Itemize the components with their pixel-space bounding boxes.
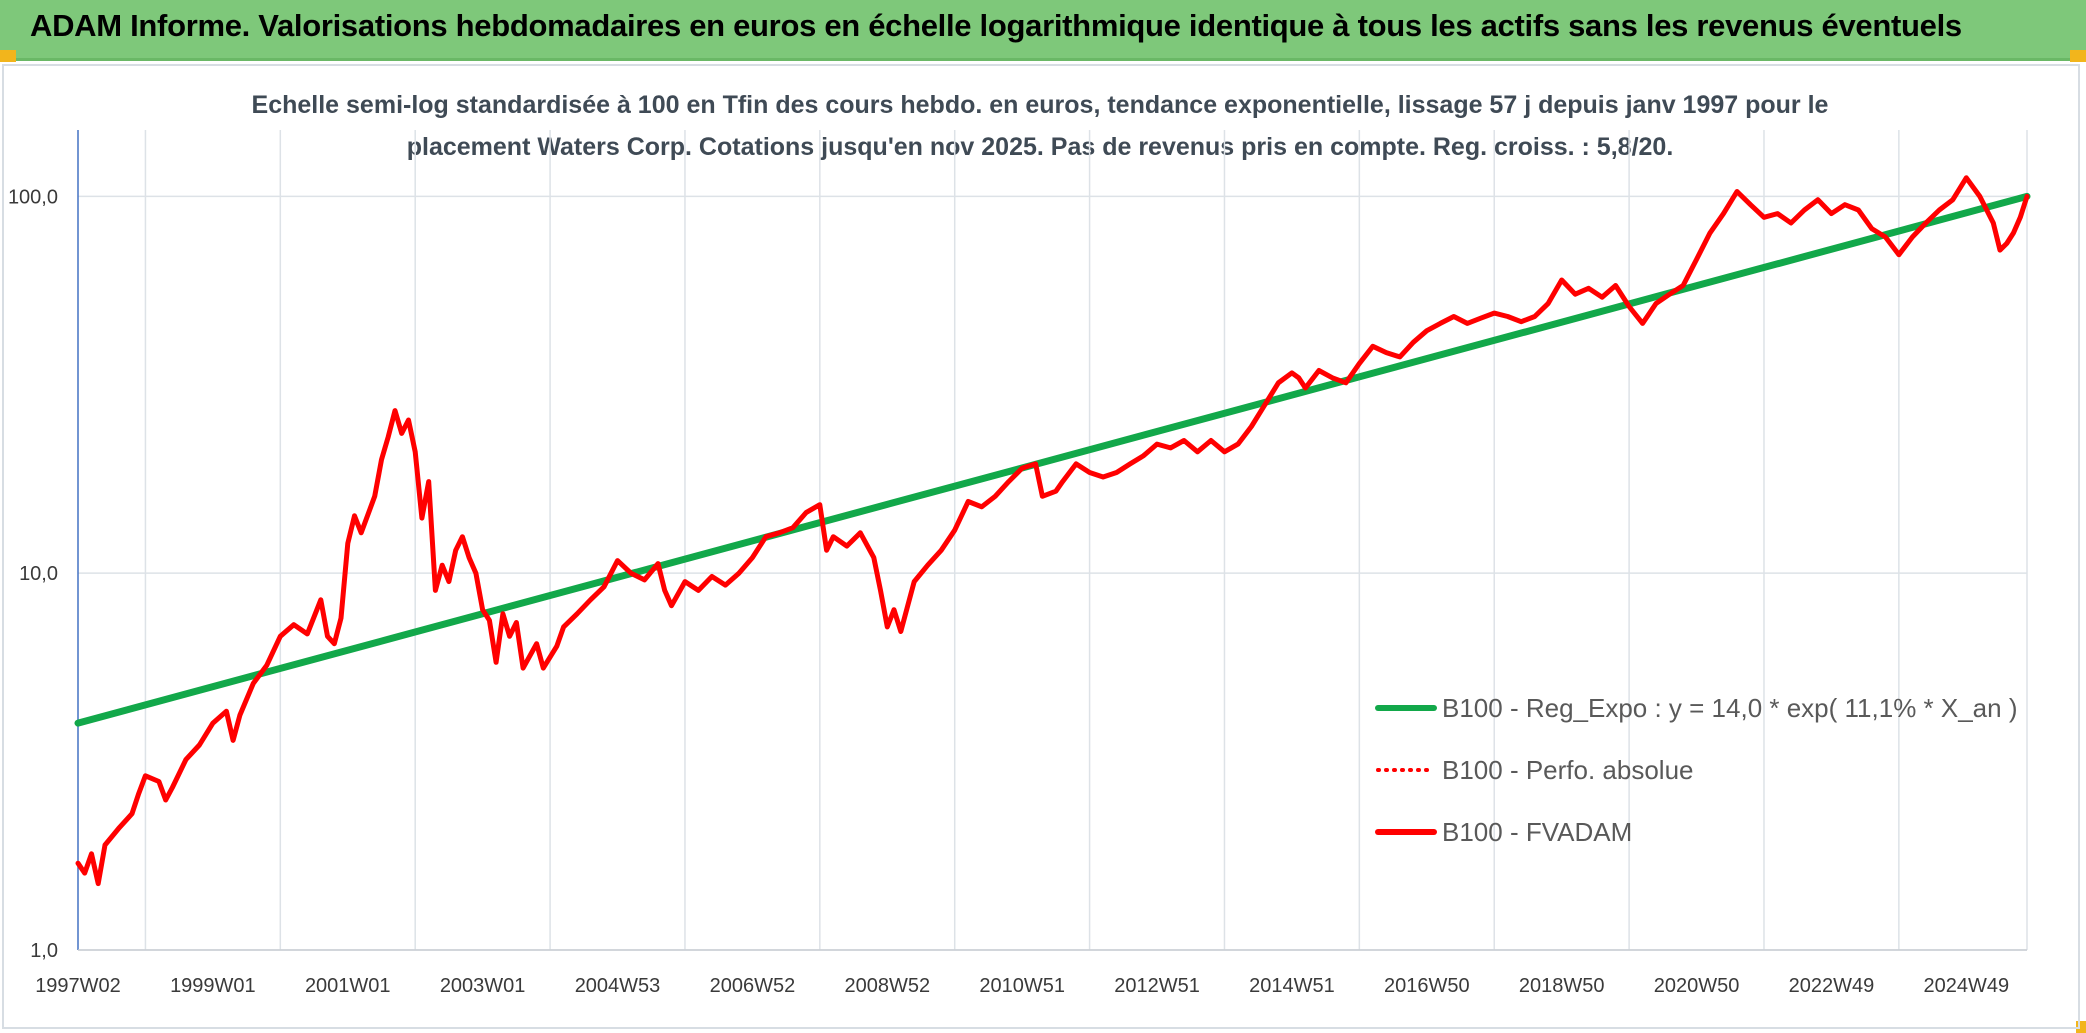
legend-entry: B100 - Reg_Expo : y = 14,0 * exp( 11,1% … xyxy=(1442,693,2017,723)
series-lines xyxy=(74,175,2031,887)
x-tick-label: 2018W50 xyxy=(1519,975,1605,997)
axes: 1,0 10,0 100,0 1997W02 1999W01 2001W01 2003W01… xyxy=(8,130,2027,997)
x-tick-label: 2006W52 xyxy=(710,975,796,997)
gridlines xyxy=(78,130,2028,951)
x-tick-label: 2016W50 xyxy=(1384,975,1470,997)
y-tick-label: 10,0 xyxy=(19,563,58,585)
chart-frame xyxy=(2,64,2080,1029)
x-tick-label: 2003W01 xyxy=(440,975,526,997)
chart-subtitle-line-1: Echelle semi-log standardisée à 100 en T… xyxy=(251,91,1829,119)
x-tick-label: 1999W01 xyxy=(170,975,256,997)
x-tick-label: 2001W01 xyxy=(305,975,391,997)
x-tick-label: 2022W49 xyxy=(1789,975,1875,997)
x-tick-label: 2024W49 xyxy=(1923,975,2009,997)
corner-marker-bottom-right xyxy=(2076,1021,2086,1033)
x-tick-label: 1997W02 xyxy=(35,975,121,997)
legend-entry: B100 - Perfo. absolue xyxy=(1442,755,1694,785)
trend-line-series xyxy=(74,192,2031,727)
y-tick-label: 1,0 xyxy=(30,940,58,962)
chart-subtitle-line-2: placement Waters Corp. Cotations jusqu'e… xyxy=(406,133,1674,161)
x-tick-label: 2004W53 xyxy=(575,975,661,997)
x-tick-label: 2008W52 xyxy=(844,975,930,997)
report-title: ADAM Informe. Valorisations hebdomadaire… xyxy=(30,8,1962,43)
corner-marker-left xyxy=(0,50,16,62)
legend: B100 - Reg_Expo : y = 14,0 * exp( 11,1% … xyxy=(1375,693,2017,847)
corner-marker-right xyxy=(2070,50,2086,62)
fvadam-series xyxy=(75,175,2030,887)
x-tick-label: 2010W51 xyxy=(979,975,1065,997)
report-banner: ADAM Informe. Valorisations hebdomadaire… xyxy=(0,0,2086,61)
x-tick-label: 2014W51 xyxy=(1249,975,1335,997)
x-tick-label: 2020W50 xyxy=(1654,975,1740,997)
x-tick-label: 2012W51 xyxy=(1114,975,1200,997)
legend-entry: B100 - FVADAM xyxy=(1442,817,1632,847)
y-tick-label: 100,0 xyxy=(8,186,58,208)
